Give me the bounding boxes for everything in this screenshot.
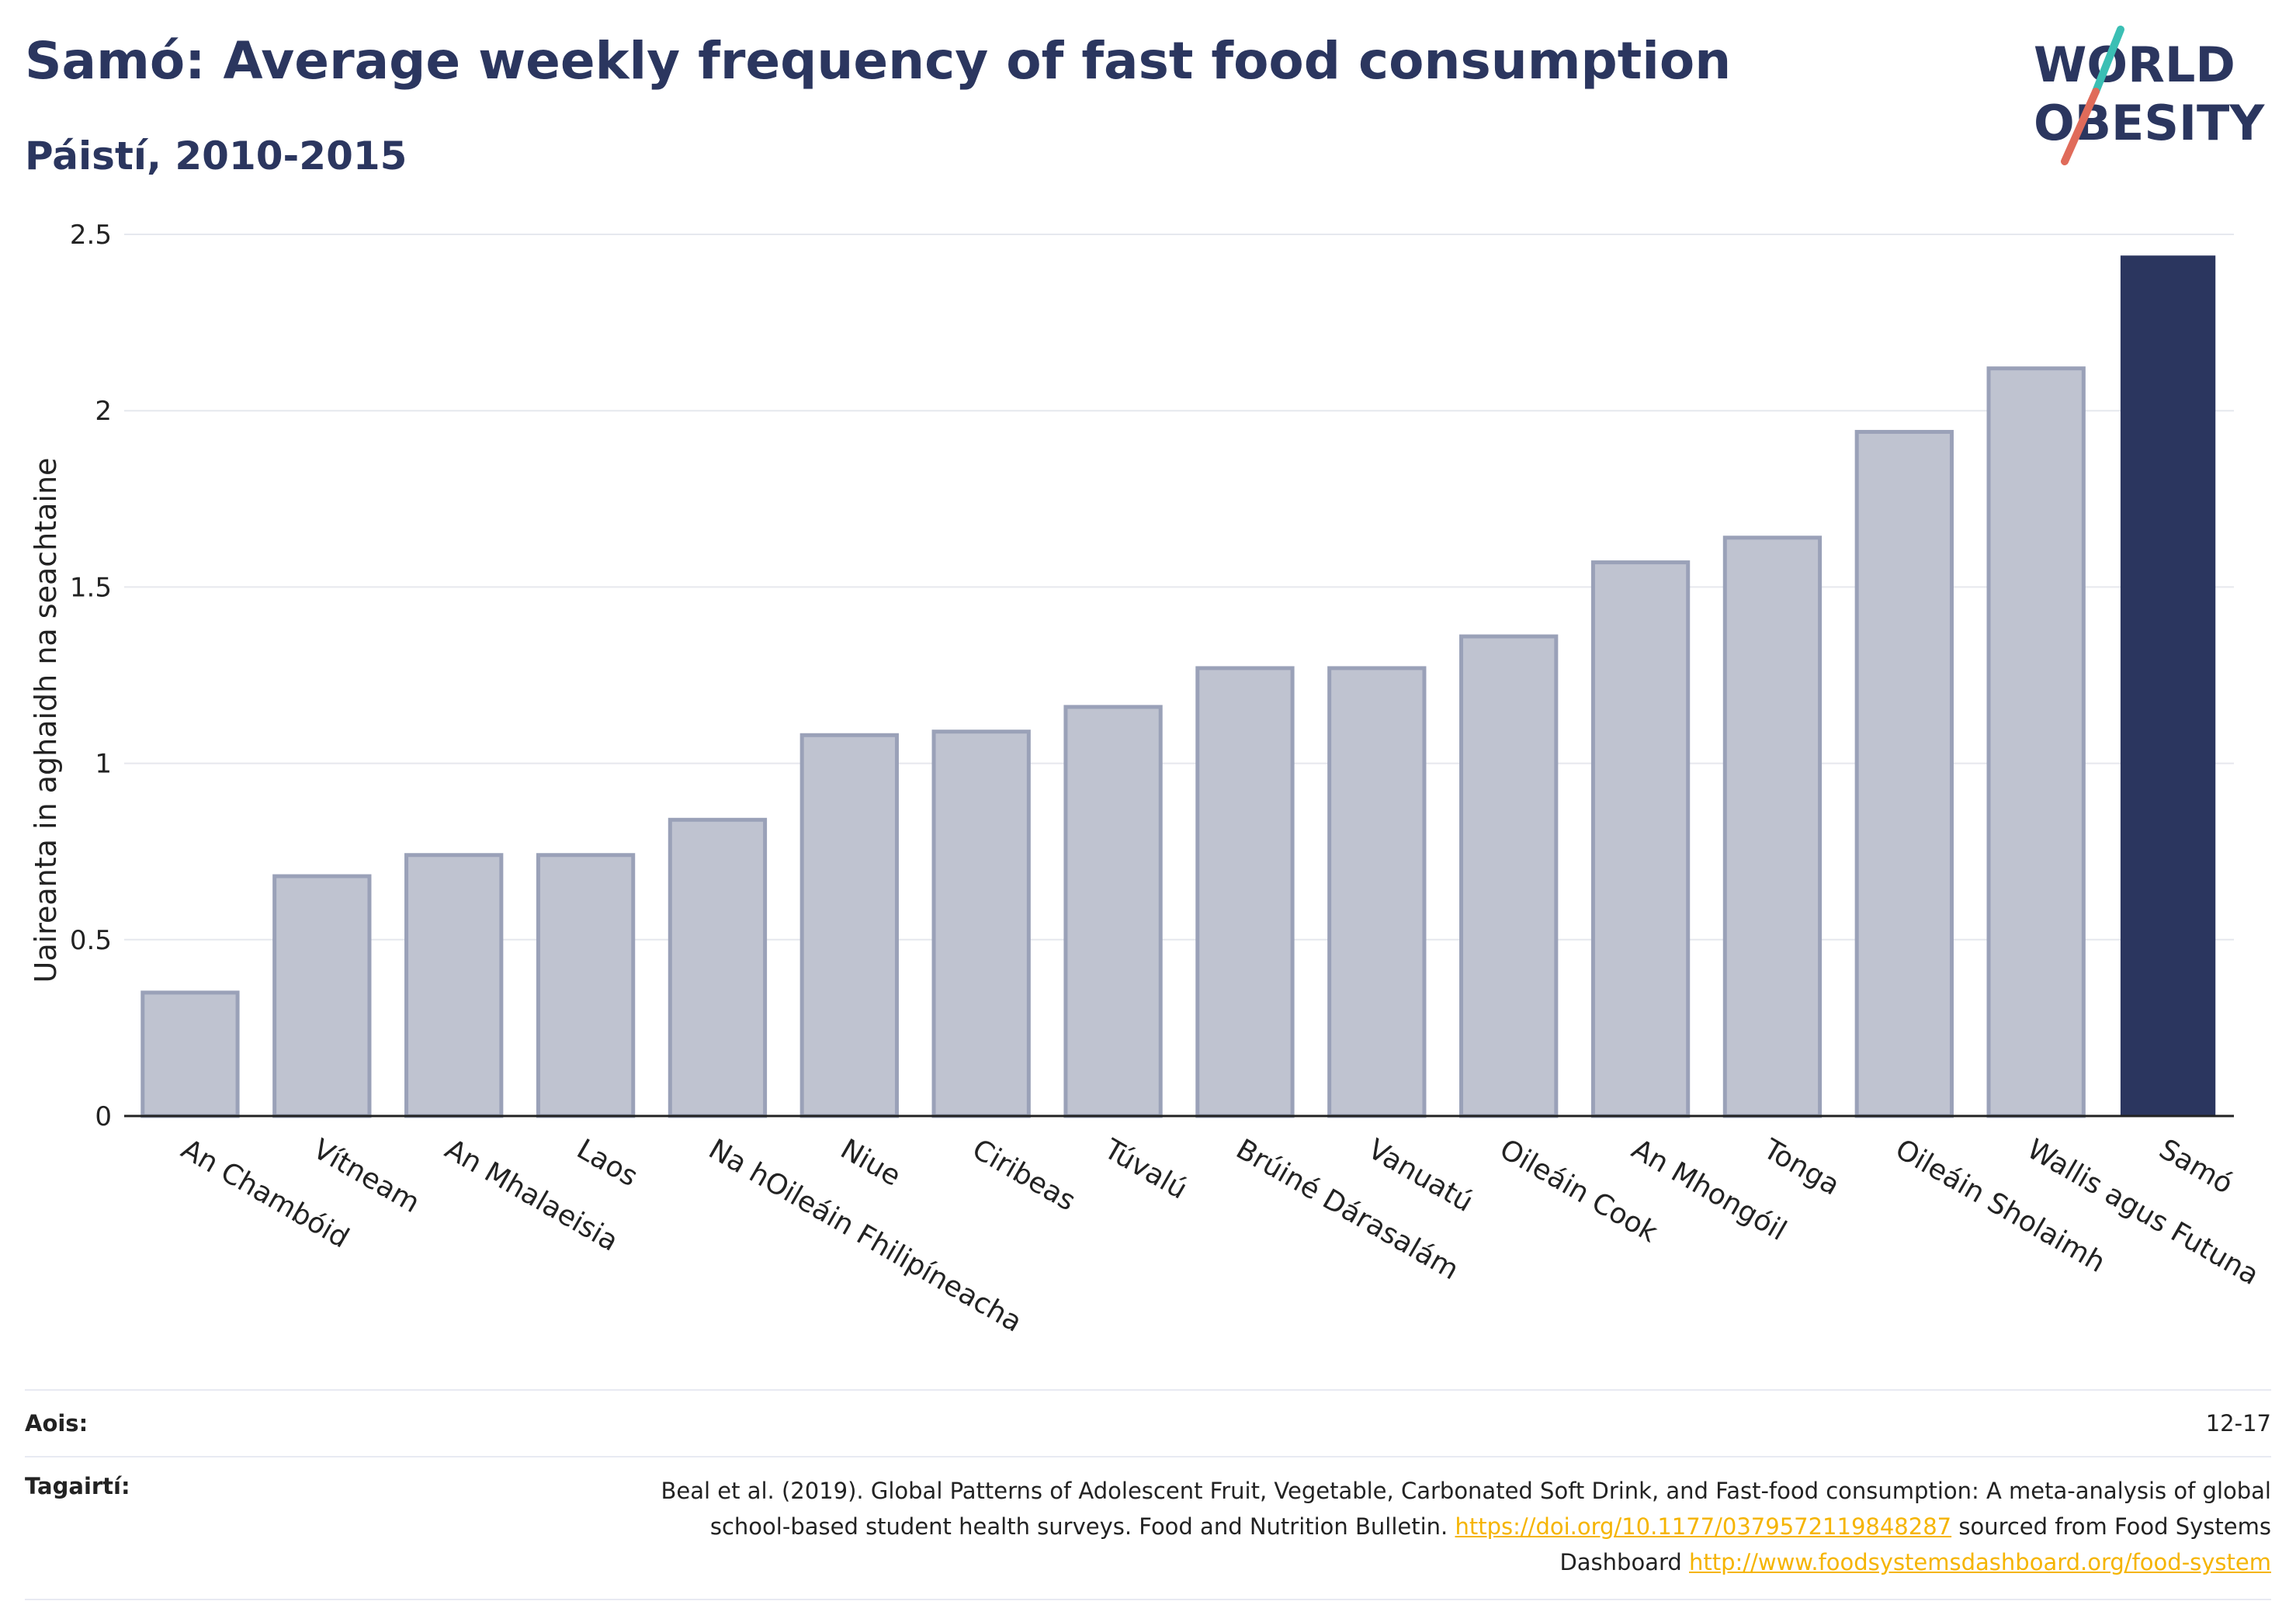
bar-8[interactable] [1063, 705, 1163, 1118]
bar-4[interactable] [536, 853, 636, 1118]
x-category-label: Wallis agus Futuna [2022, 1133, 2264, 1291]
logo-slash-teal [2092, 26, 2124, 95]
reference-source: sourced from Food Systems Dashboard [1559, 1513, 2271, 1575]
x-category-label: Laos [571, 1133, 643, 1193]
y-tick-label: 2.5 [70, 220, 112, 251]
bar-15[interactable] [1986, 366, 2086, 1118]
y-tick-label: 2 [95, 396, 112, 427]
bar-12[interactable] [1590, 560, 1691, 1118]
bar-14[interactable] [1854, 429, 1954, 1118]
bar-7[interactable] [931, 730, 1031, 1118]
footer-age-row: Aois: 12-17 [25, 1389, 2271, 1456]
bar-1[interactable] [140, 990, 240, 1118]
y-axis-title: Uaireanta in aghaidh na seachtaine [29, 458, 63, 983]
reference-text: Beal et al. (2019). Global Patterns of A… [595, 1473, 2271, 1580]
x-category-label: Vanuatú [1362, 1133, 1478, 1218]
y-tick-label: 1 [95, 749, 112, 780]
x-category-label: Tonga [1757, 1133, 1845, 1202]
world-obesity-logo: WORLD OBESITY [2034, 26, 2265, 165]
chart-subtitle: Páistí, 2010-2015 [25, 133, 408, 178]
reference-label: Tagairtí: [25, 1473, 130, 1499]
x-category-label: Túvalú [1098, 1133, 1192, 1206]
y-tick-label: 0 [95, 1101, 112, 1132]
bar-13[interactable] [1722, 535, 1823, 1118]
footer: Aois: 12-17 Tagairtí: Beal et al. (2019)… [25, 1389, 2271, 1600]
x-category-label: Oileáin Sholaimh [1890, 1133, 2110, 1279]
reference-citation: Beal et al. (2019). Global Patterns of A… [661, 1478, 2271, 1540]
bars [140, 255, 2216, 1118]
x-category-label: Samó [2154, 1133, 2239, 1201]
age-label: Aois: [25, 1410, 88, 1437]
x-category-label: Vítneam [307, 1133, 425, 1219]
y-axis-ticks: 0 0.5 1 1.5 2 2.5 [70, 220, 112, 1132]
x-category-label: Ciribeas [967, 1133, 1081, 1217]
x-category-label: Niue [835, 1133, 906, 1192]
y-tick-label: 0.5 [70, 925, 112, 956]
bar-10[interactable] [1327, 666, 1427, 1118]
y-tick-label: 1.5 [70, 572, 112, 603]
bar-2[interactable] [272, 874, 372, 1118]
logo-text-world: WORLD [2034, 36, 2235, 93]
age-value: 12-17 [2205, 1410, 2271, 1437]
doi-link[interactable]: https://doi.org/10.1177/0379572119848287 [1455, 1513, 1952, 1540]
footer-reference-row: Tagairtí: Beal et al. (2019). Global Pat… [25, 1456, 2271, 1600]
x-category-label: Brúiné Dárasalám [1230, 1133, 1464, 1286]
bar-6[interactable] [799, 733, 899, 1118]
bar-11[interactable] [1459, 634, 1559, 1118]
bar-3[interactable] [404, 853, 504, 1118]
bar-16[interactable] [2120, 255, 2216, 1116]
dashboard-link[interactable]: http://www.foodsystemsdashboard.org/food… [1689, 1549, 2271, 1575]
bar-5[interactable] [668, 817, 768, 1118]
logo-slash-red [2061, 88, 2100, 165]
chart-title: Samó: Average weekly frequency of fast f… [25, 31, 1732, 91]
bar-9[interactable] [1195, 666, 1295, 1118]
